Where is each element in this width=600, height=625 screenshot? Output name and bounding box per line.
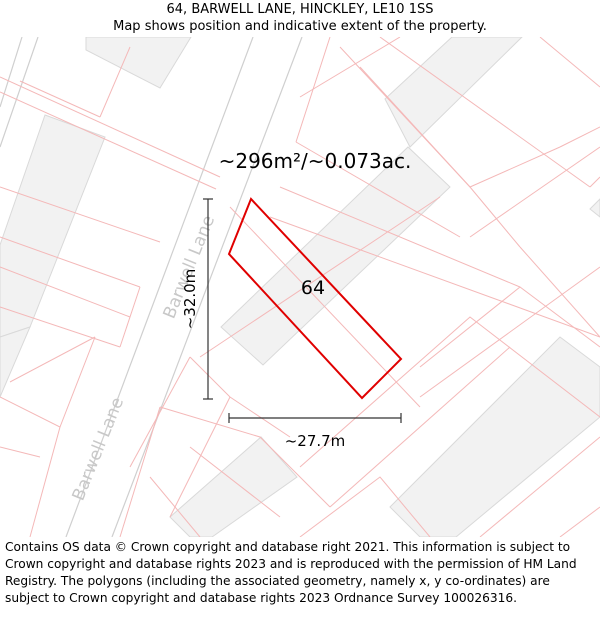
plot-number-label: 64 — [301, 277, 325, 299]
map-subtitle: Map shows position and indicative extent… — [113, 19, 487, 34]
height-dimension — [203, 198, 213, 400]
property-address: 64, BARWELL LANE, HINCKLEY, LE10 1SS — [166, 2, 434, 17]
building-footprint — [169, 436, 298, 537]
building-footprint — [589, 198, 600, 218]
area-label: ~296m²/~0.073ac. — [219, 149, 412, 173]
building-footprint — [220, 146, 451, 366]
copyright-attribution: Contains OS data © Crown copyright and d… — [5, 540, 577, 605]
width-label: ~27.7m — [285, 432, 346, 450]
parcel-lines — [0, 37, 600, 537]
buildings — [0, 37, 600, 537]
building-footprint — [85, 37, 192, 89]
road — [0, 37, 303, 537]
property-boundary[interactable] — [227, 197, 403, 400]
width-dimension — [228, 413, 402, 423]
property-map[interactable]: Barwell Lane Barwell Lane ~296m²/~0.073a… — [0, 37, 600, 537]
building-footprint — [389, 336, 600, 537]
building-footprint — [384, 37, 523, 148]
height-label: ~32.0m — [181, 269, 199, 330]
building-footprint — [0, 326, 31, 398]
